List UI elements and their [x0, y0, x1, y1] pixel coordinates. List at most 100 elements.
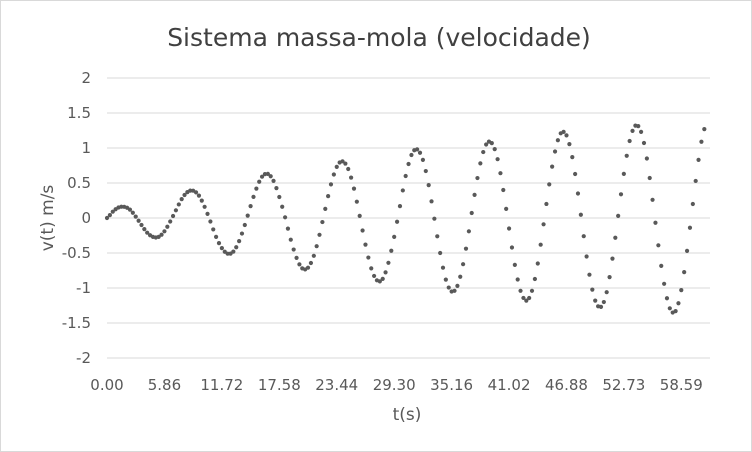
data-point	[259, 174, 265, 179]
data-point	[673, 309, 678, 314]
data-point	[429, 199, 434, 204]
data-point	[552, 149, 558, 154]
grid-lines	[107, 77, 710, 359]
data-point	[199, 198, 204, 203]
chart-title: Sistema massa-mola (velocidade)	[167, 23, 591, 52]
data-point	[469, 210, 474, 216]
data-point	[366, 255, 371, 260]
data-point	[544, 201, 549, 207]
data-point	[133, 214, 138, 219]
data-point	[219, 246, 224, 251]
data-point	[127, 207, 133, 212]
data-point	[518, 288, 523, 293]
data-point	[521, 295, 526, 301]
data-point	[440, 265, 446, 270]
y-tick-label: 1	[81, 139, 91, 157]
data-point	[170, 213, 176, 219]
x-tick-label: 5.86	[148, 376, 181, 394]
data-series	[104, 123, 707, 315]
data-point	[377, 279, 382, 284]
data-point	[257, 179, 262, 184]
data-point	[587, 272, 592, 277]
data-point	[682, 270, 687, 275]
data-point	[104, 215, 110, 221]
data-point	[547, 182, 552, 187]
data-point	[466, 229, 471, 234]
data-point	[575, 191, 581, 196]
data-point	[400, 188, 405, 193]
data-point	[489, 141, 494, 146]
data-point	[386, 260, 391, 265]
data-point	[687, 225, 693, 230]
data-point	[636, 124, 641, 129]
data-point	[380, 276, 385, 281]
x-tick-label: 17.58	[258, 376, 301, 394]
data-point	[567, 142, 572, 147]
y-tick-label: -1	[76, 279, 91, 297]
data-point	[484, 142, 489, 147]
data-point	[280, 204, 285, 209]
data-point	[564, 133, 569, 138]
data-point	[613, 235, 618, 240]
data-point	[136, 218, 141, 223]
x-tick-label: 46.88	[545, 376, 588, 394]
data-point	[331, 172, 336, 177]
data-point	[426, 183, 431, 188]
data-point	[584, 254, 589, 259]
data-point	[512, 262, 517, 267]
data-point	[455, 283, 460, 288]
data-point	[624, 153, 629, 158]
data-point	[216, 241, 222, 246]
data-point	[265, 171, 270, 176]
data-point	[607, 275, 612, 280]
y-axis-ticks: 2 1.5 1 0.5 0 -0.5 -1 -1.5 -2	[62, 69, 91, 367]
data-point	[492, 147, 497, 152]
data-point	[237, 239, 242, 244]
data-point	[504, 206, 509, 211]
data-point	[420, 157, 426, 162]
data-point	[326, 194, 331, 199]
data-point	[435, 234, 440, 239]
data-point	[415, 147, 420, 152]
x-tick-label: 23.44	[315, 376, 358, 394]
data-point	[165, 224, 170, 229]
x-tick-label: 52.73	[602, 376, 645, 394]
data-point	[644, 156, 649, 161]
data-point	[598, 304, 604, 309]
data-point	[509, 245, 515, 250]
data-point	[662, 281, 667, 286]
data-point	[667, 306, 672, 311]
data-point	[360, 228, 365, 233]
data-point	[423, 168, 428, 174]
data-point	[139, 222, 144, 228]
data-point	[443, 277, 448, 282]
data-point	[590, 287, 595, 292]
data-point	[328, 182, 334, 187]
data-point	[529, 288, 535, 293]
data-point	[173, 208, 179, 213]
x-tick-label: 0.00	[90, 376, 123, 394]
data-point	[604, 290, 609, 295]
data-point	[176, 202, 181, 207]
data-point	[461, 262, 466, 267]
data-point	[372, 273, 377, 279]
data-point	[432, 216, 437, 221]
data-point	[581, 234, 586, 239]
data-point	[311, 253, 316, 258]
data-point	[501, 187, 506, 193]
x-axis-label: t(s)	[393, 405, 422, 425]
data-point	[699, 139, 704, 144]
data-point	[653, 220, 658, 225]
data-point	[242, 222, 247, 228]
data-point	[392, 234, 397, 239]
data-point	[593, 298, 598, 303]
data-point	[274, 186, 279, 191]
data-point	[277, 194, 282, 200]
y-tick-label: 1.5	[67, 104, 91, 122]
data-point	[182, 192, 187, 198]
data-point	[251, 194, 256, 200]
data-point	[438, 250, 443, 256]
data-point	[573, 171, 578, 177]
data-point	[271, 178, 276, 183]
